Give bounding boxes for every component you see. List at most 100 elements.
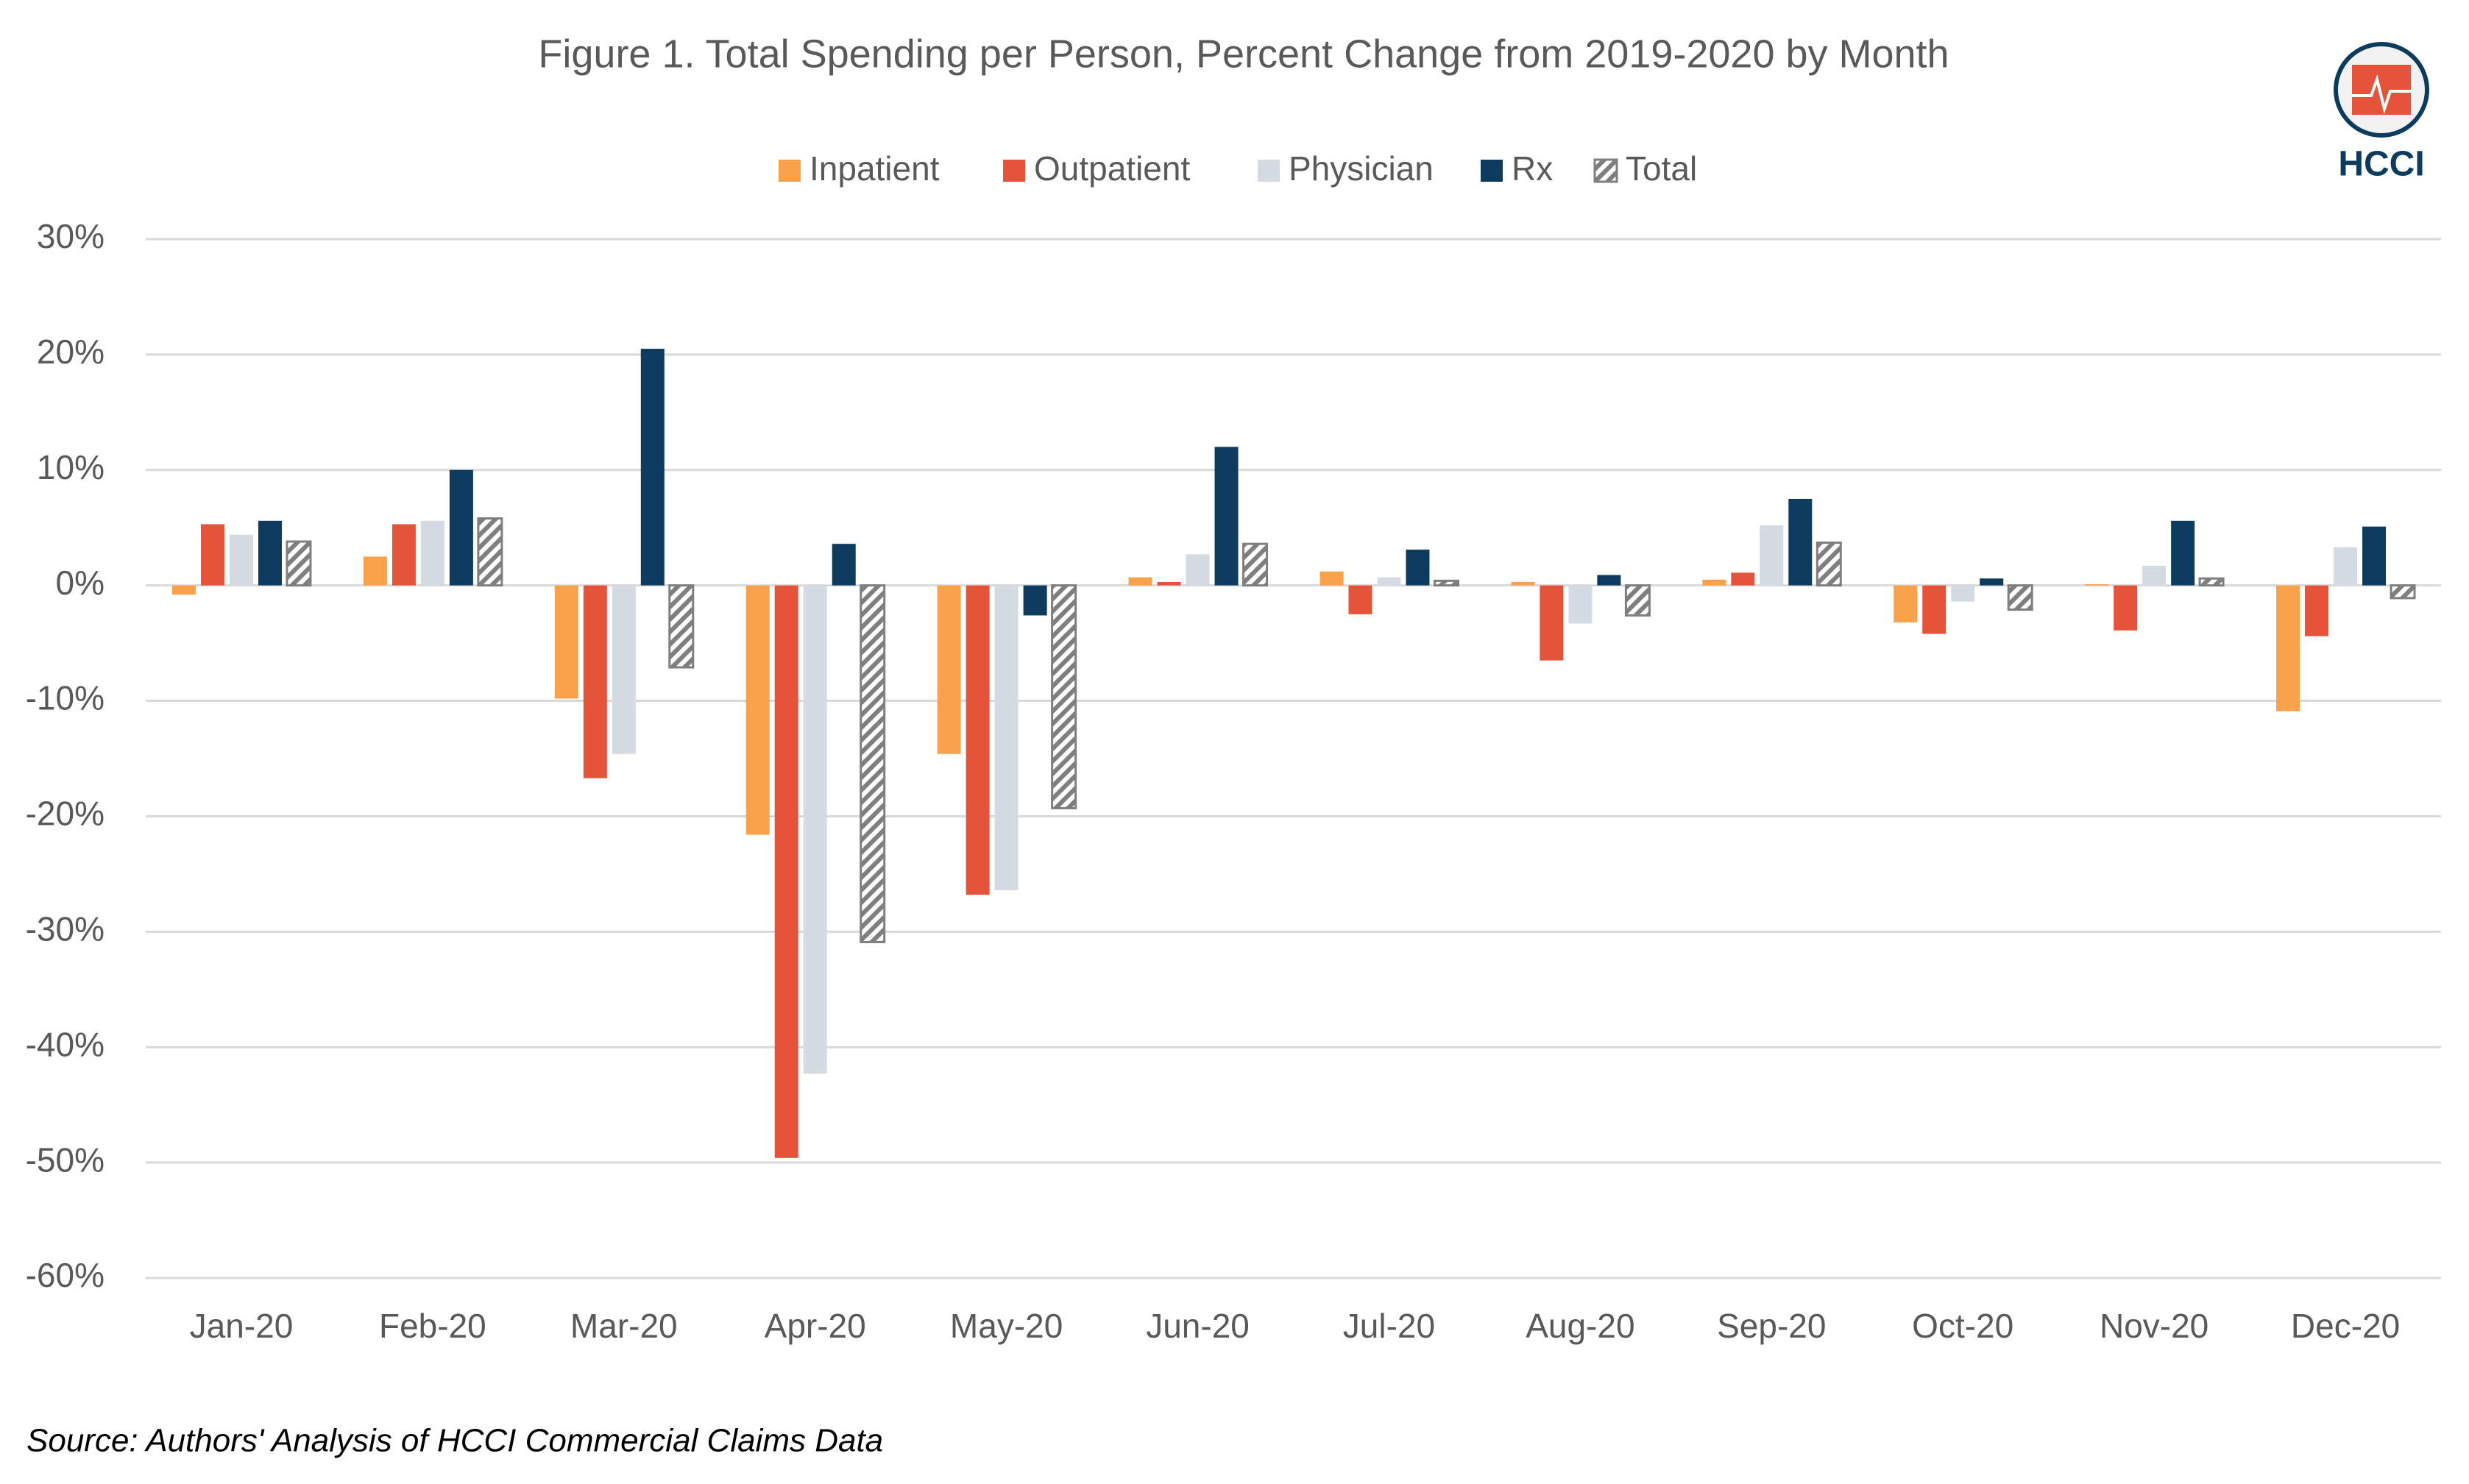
bar — [2198, 577, 2225, 587]
bar — [1319, 571, 1344, 586]
x-tick-label: May-20 — [950, 1307, 1063, 1345]
y-tick-label: -30% — [26, 909, 105, 948]
y-tick-label: 30% — [37, 217, 105, 255]
bar — [1348, 585, 1372, 614]
bar — [937, 585, 961, 754]
bar — [1242, 542, 1269, 587]
legend-label: Total — [1626, 149, 1697, 188]
y-tick-label: -60% — [26, 1256, 105, 1294]
legend-swatch — [1258, 160, 1280, 182]
bar — [1894, 585, 1918, 622]
x-tick-label: Jul-20 — [1343, 1307, 1435, 1345]
y-tick-label: -40% — [26, 1025, 105, 1063]
legend-swatch — [1593, 158, 1618, 183]
y-tick-label: 0% — [56, 564, 105, 602]
legend-label: Outpatient — [1034, 149, 1190, 188]
bar — [1051, 584, 1077, 809]
bar — [1980, 578, 2004, 586]
bar — [286, 540, 312, 587]
bar — [1951, 585, 1975, 602]
x-tick-label: Feb-20 — [379, 1307, 486, 1345]
bar — [1214, 447, 1239, 586]
x-tick-label: Sep-20 — [1717, 1307, 1826, 1345]
x-tick-label: Apr-20 — [765, 1307, 866, 1345]
bar — [745, 585, 770, 835]
bar — [668, 584, 695, 669]
bar — [1511, 581, 1535, 586]
bar — [2362, 526, 2387, 586]
bar — [640, 349, 665, 586]
y-tick-label: 20% — [37, 333, 105, 371]
bar — [1597, 575, 1621, 586]
bar — [258, 520, 282, 586]
bar — [1433, 579, 1459, 587]
source-note: Source: Authors' Analysis of HCCI Commer… — [26, 1423, 883, 1459]
bar — [2334, 547, 2358, 586]
bar — [392, 524, 416, 586]
bar — [1023, 585, 1047, 616]
bar — [803, 585, 827, 1074]
y-tick-label: -50% — [26, 1140, 105, 1179]
bar — [1128, 577, 1152, 586]
legend-swatch — [1481, 160, 1503, 182]
y-tick-label: -10% — [26, 679, 105, 717]
x-tick-label: Jan-20 — [190, 1307, 294, 1345]
bar — [229, 534, 253, 586]
bar — [612, 585, 636, 754]
bar — [420, 520, 444, 586]
bar — [2142, 565, 2167, 586]
x-tick-label: Mar-20 — [570, 1307, 678, 1345]
bar — [1624, 584, 1651, 617]
bar — [832, 544, 856, 586]
logo-pulse — [2352, 74, 2411, 115]
bar — [171, 585, 196, 595]
bar — [860, 584, 886, 943]
bar — [2171, 520, 2195, 586]
bar — [2114, 585, 2138, 631]
bar — [449, 469, 473, 586]
bar — [1788, 499, 1813, 586]
bar — [554, 585, 578, 699]
bar — [2276, 585, 2300, 711]
bar — [200, 524, 224, 586]
bar — [1816, 542, 1842, 587]
bar — [1568, 585, 1593, 624]
legend-label: Rx — [1512, 149, 1553, 188]
legend-swatch — [779, 160, 801, 182]
bar — [2007, 584, 2033, 611]
bar — [1186, 554, 1210, 586]
bar — [1760, 525, 1784, 586]
bar — [1922, 585, 1946, 634]
x-tick-label: Aug-20 — [1526, 1307, 1634, 1345]
bar — [1731, 572, 1755, 586]
bar — [1540, 585, 1564, 661]
bar — [2305, 585, 2329, 636]
legend-label: Inpatient — [810, 149, 940, 188]
x-tick-label: Nov-20 — [2100, 1307, 2208, 1345]
bar — [2390, 584, 2416, 600]
bar — [994, 585, 1019, 890]
logo-text: HCCI — [2338, 145, 2424, 184]
legend-label: Physician — [1289, 149, 1434, 188]
bar — [774, 585, 798, 1158]
bar — [966, 585, 990, 895]
x-tick-label: Oct-20 — [1912, 1307, 2013, 1345]
bar — [2085, 584, 2109, 586]
bar — [1157, 581, 1181, 586]
y-tick-label: 10% — [37, 448, 105, 486]
x-tick-label: Dec-20 — [2291, 1307, 2400, 1345]
bar — [477, 517, 503, 587]
bar — [1406, 550, 1430, 586]
bar — [363, 556, 387, 586]
legend-swatch — [1003, 160, 1025, 182]
bar — [1377, 577, 1401, 586]
bar — [1702, 579, 1726, 586]
chart-title: Figure 1. Total Spending per Person, Per… — [538, 32, 1949, 76]
y-tick-label: -20% — [26, 795, 105, 833]
x-tick-label: Jun-20 — [1146, 1307, 1250, 1345]
bar — [583, 585, 607, 778]
logo: HCCI — [2334, 42, 2429, 184]
